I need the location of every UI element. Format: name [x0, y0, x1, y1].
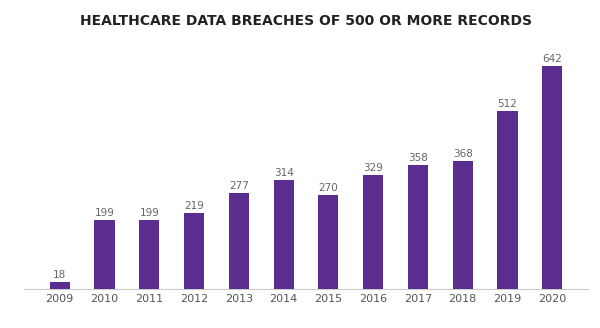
Bar: [497, 112, 518, 289]
Bar: [139, 220, 160, 289]
Bar: [50, 282, 70, 289]
Text: 314: 314: [274, 168, 293, 178]
Bar: [408, 165, 428, 289]
Text: 199: 199: [139, 208, 159, 218]
Bar: [274, 180, 293, 289]
Text: 199: 199: [95, 208, 115, 218]
Title: HEALTHCARE DATA BREACHES OF 500 OR MORE RECORDS: HEALTHCARE DATA BREACHES OF 500 OR MORE …: [80, 14, 532, 29]
Bar: [94, 220, 115, 289]
Bar: [229, 193, 249, 289]
Text: 18: 18: [53, 270, 67, 280]
Text: 277: 277: [229, 181, 249, 191]
Bar: [363, 175, 383, 289]
Bar: [319, 195, 338, 289]
Text: 358: 358: [408, 153, 428, 163]
Bar: [452, 161, 473, 289]
Text: 270: 270: [319, 183, 338, 193]
Text: 642: 642: [542, 54, 562, 64]
Bar: [184, 213, 204, 289]
Text: 368: 368: [453, 149, 473, 159]
Text: 219: 219: [184, 201, 204, 211]
Text: 329: 329: [363, 163, 383, 173]
Bar: [542, 66, 562, 289]
Text: 512: 512: [497, 99, 517, 109]
